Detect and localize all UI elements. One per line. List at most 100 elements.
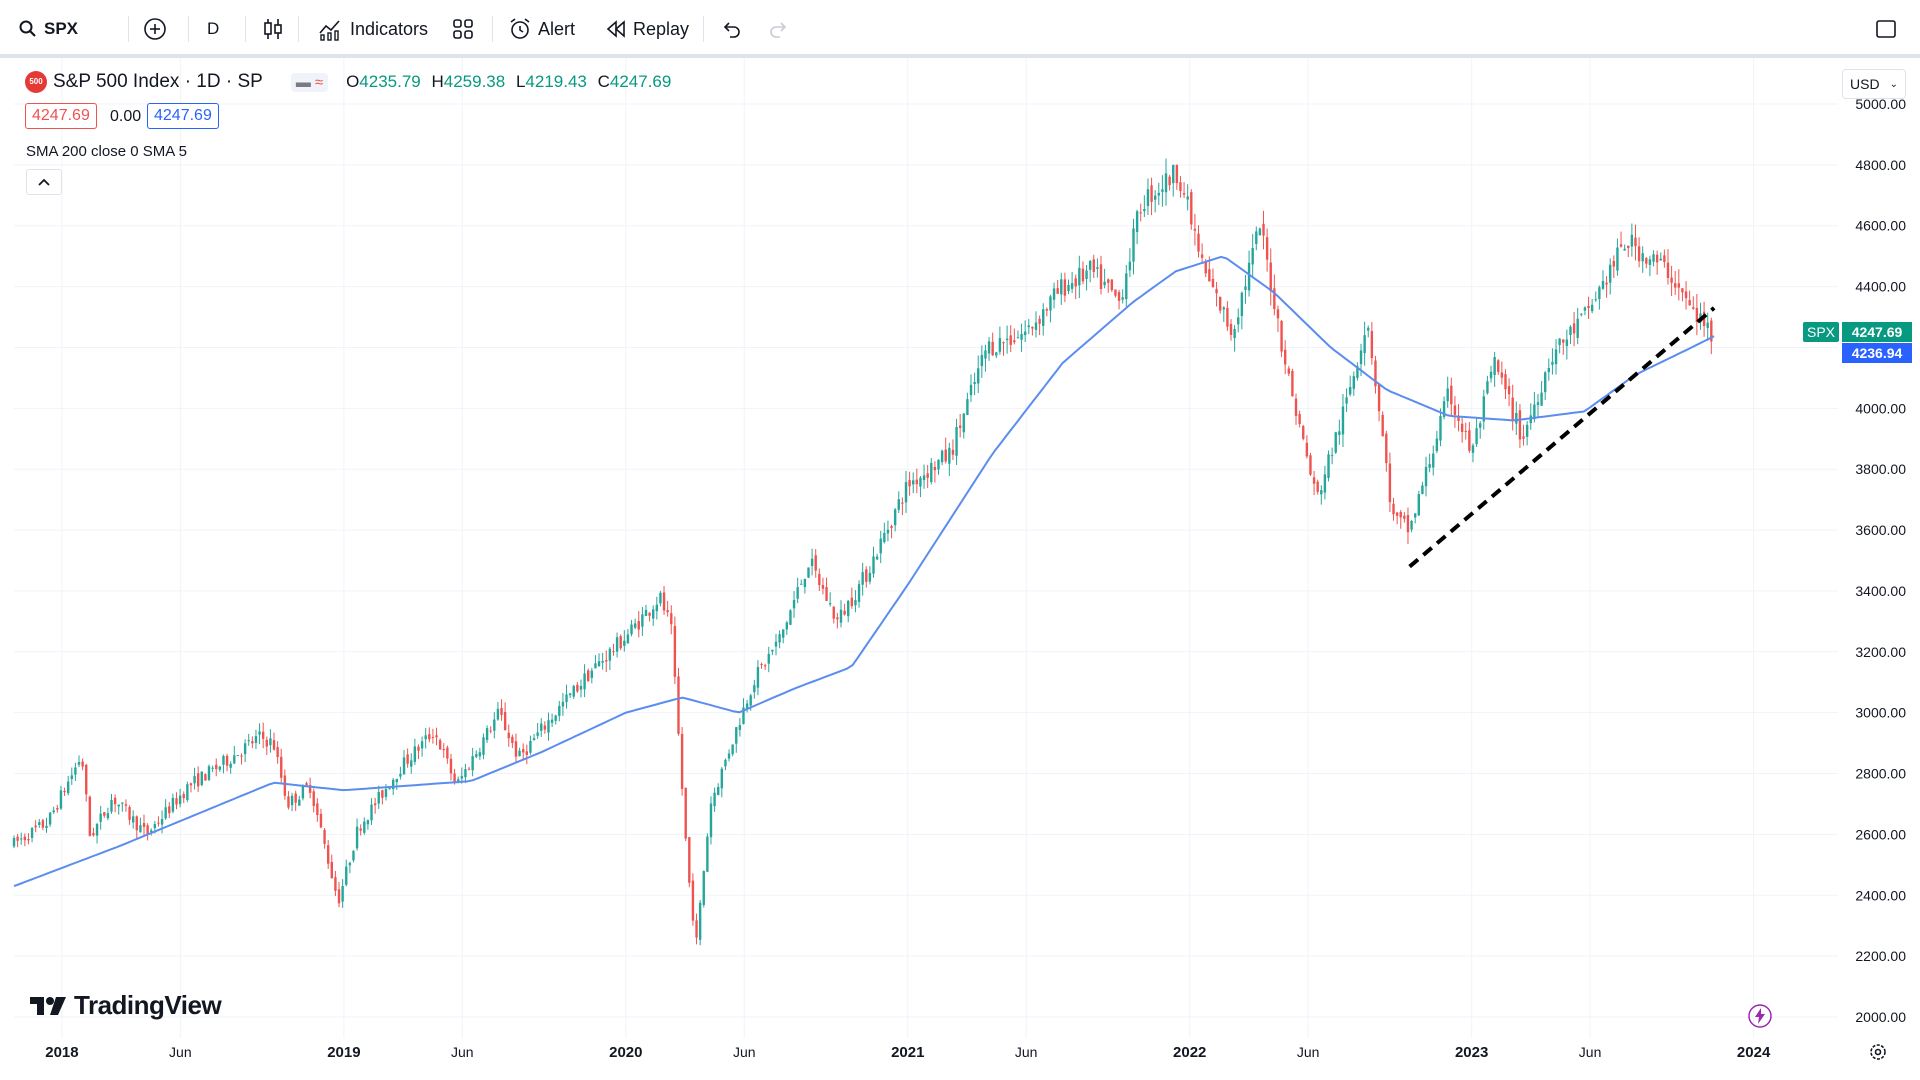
alert-button[interactable]: Alert [508, 14, 575, 44]
chart-type-button[interactable] [262, 14, 284, 44]
candle-body [958, 425, 962, 428]
time-axis-label: 2020 [609, 1044, 642, 1061]
candle-body [428, 734, 431, 740]
candle-body [373, 803, 377, 806]
trendline[interactable] [1408, 306, 1716, 569]
candle-body [922, 475, 926, 481]
candle-body [1247, 262, 1251, 291]
candle-body [290, 795, 294, 806]
indicators-button[interactable]: Indicators [318, 14, 428, 44]
replay-button[interactable]: Replay [605, 14, 689, 44]
candle-body [977, 368, 980, 384]
candle-body [659, 592, 662, 604]
candle-body [1063, 279, 1067, 296]
undo-button[interactable] [720, 14, 742, 44]
tradingview-logo[interactable]: TradingView [28, 990, 222, 1021]
candle-body [1222, 307, 1225, 310]
candle-body [153, 824, 157, 829]
indicator-legend[interactable]: SMA 200 close 0 SMA 5 [26, 143, 187, 160]
price-chart[interactable]: 5000.004800.004600.004400.004200.004000.… [0, 58, 1920, 1080]
compare-button[interactable] [143, 14, 167, 44]
sell-price-box[interactable]: 4247.69 [25, 103, 97, 129]
candle-body [395, 778, 398, 783]
candle-body [449, 758, 453, 774]
candle-body [828, 603, 832, 605]
candle-body [1576, 318, 1579, 338]
candle-body [597, 661, 601, 666]
candle-body [518, 750, 521, 757]
candle-body [521, 749, 525, 753]
candle-body [1395, 512, 1399, 516]
low-label: L [515, 72, 526, 91]
symbol-search[interactable]: SPX [18, 14, 78, 44]
candle-body [724, 759, 727, 767]
time-axis[interactable]: 2018 Jun 2019 Jun 2020 Jun 2021 Jun 2022 Jun 2023 J… [45, 1044, 1771, 1061]
time-axis-label: 2021 [891, 1044, 924, 1061]
collapse-legend-button[interactable] [26, 169, 62, 195]
candle-body [1056, 288, 1059, 294]
redo-button[interactable] [768, 14, 790, 44]
candle-body [186, 784, 189, 800]
candle-body [1547, 367, 1551, 373]
gear-icon [1870, 1044, 1886, 1060]
settings-button[interactable] [1868, 1042, 1888, 1062]
sma-price-tag: 4236.94 [1842, 343, 1912, 363]
price-axis-label: 3000.00 [1855, 705, 1906, 721]
candle-body [1399, 512, 1402, 518]
candle-body [1237, 317, 1240, 325]
search-icon [19, 20, 36, 37]
layouts-button[interactable] [452, 14, 474, 44]
price-axis-label: 2600.00 [1855, 826, 1906, 842]
legend-title[interactable]: S&P 500 Index · 1D · SP [53, 71, 263, 92]
candle-body [52, 810, 55, 813]
candle-body [865, 569, 868, 582]
candle-body [1345, 397, 1348, 404]
price-axis-label: 2800.00 [1855, 766, 1906, 782]
candle-body [1410, 521, 1413, 530]
candle-body [937, 459, 940, 470]
candle-body [121, 802, 124, 804]
symbol-price-tag: SPX [1803, 322, 1839, 342]
candle-body [323, 829, 326, 844]
fullscreen-button[interactable] [1874, 14, 1898, 44]
candle-body [915, 479, 919, 485]
lightning-button[interactable] [1748, 1004, 1772, 1028]
time-axis-label: 2024 [1737, 1044, 1771, 1061]
candle-body [417, 746, 420, 751]
candle-body [1316, 481, 1319, 492]
candle-body [319, 813, 323, 828]
candle-body [236, 755, 240, 757]
high-label: H [431, 72, 444, 91]
currency-select[interactable]: USD ⌄ [1842, 69, 1906, 99]
candle-body [836, 617, 839, 620]
candle-body [1359, 350, 1363, 365]
candle-body [933, 466, 937, 471]
candle-body [1486, 381, 1489, 394]
candle-body [88, 796, 92, 836]
candle-body [550, 719, 554, 723]
price-axis[interactable]: 5000.004800.004600.004400.004200.004000.… [1855, 96, 1906, 1025]
candle-body [160, 819, 164, 825]
candle-body [1081, 268, 1085, 282]
candle-body [857, 584, 861, 602]
candle-body [1601, 280, 1605, 289]
interval-button[interactable]: D [207, 14, 219, 44]
candle-body [1489, 371, 1493, 379]
candle-body [1117, 292, 1121, 301]
candle-body [493, 719, 496, 731]
candle-body [532, 738, 536, 741]
candle-body [1172, 164, 1175, 184]
visibility-toggle[interactable]: ▬ ≈ [290, 72, 329, 92]
candle-body [1096, 267, 1099, 269]
candle-body [854, 600, 857, 606]
candle-body [1688, 300, 1691, 306]
buy-price-box[interactable]: 4247.69 [147, 103, 219, 129]
candle-body [1497, 360, 1500, 373]
candle-body [146, 825, 149, 835]
candle-body [1157, 192, 1160, 196]
candle-body [1580, 313, 1583, 315]
candle-body [547, 720, 550, 733]
candle-body [352, 850, 355, 861]
candle-body [1612, 260, 1616, 267]
candle-body [879, 538, 882, 554]
